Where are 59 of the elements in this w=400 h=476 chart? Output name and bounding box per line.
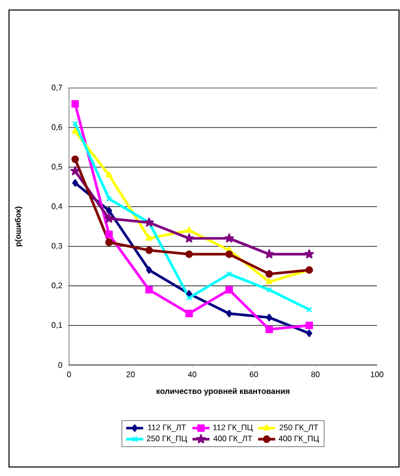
point [225,250,233,258]
point [70,166,80,176]
point [106,171,112,178]
point [72,179,78,187]
point [224,233,234,243]
legend-label: 400 ГК_ЛТ [213,436,252,443]
y-tick-label: 0,2 [52,282,62,290]
point [186,290,192,298]
x-tick-label: 40 [188,372,196,378]
point [72,128,79,134]
point [106,206,112,214]
y-tick-label: 0,7 [52,84,62,92]
x-tick-label: 60 [250,372,258,378]
point [106,196,112,202]
point [265,270,273,278]
y-tick-label: 0 [58,362,62,368]
point [266,278,273,284]
point [264,249,274,258]
point [104,214,114,223]
point [266,286,272,293]
legend-label: 400 ГК_ПЦ [278,436,319,443]
point [266,314,272,322]
point [186,226,192,233]
point [105,238,113,246]
x-tick-label: 0 [67,372,71,378]
point [226,271,232,277]
point [306,330,312,338]
point [186,294,192,301]
point [225,286,233,294]
y-axis-title: p(ошибок) [14,206,22,246]
y-tick-label: 0,5 [52,164,62,170]
legend-label: 112 ГК_ЛТ [148,424,186,432]
y-tick-label: 0,4 [52,203,62,210]
point [71,100,79,108]
legend-label: 250 ГК_ЛТ [280,424,318,432]
point [146,234,152,241]
legend-label: 112 ГК_ПЦ [213,424,253,432]
y-tick-label: 0,3 [52,242,62,250]
point [305,322,313,330]
point [72,120,78,126]
point [185,250,193,258]
y-tick-label: 0,1 [52,322,62,329]
x-tick-label: 100 [370,372,384,378]
legend-label: 250 ГК_ПЦ [146,436,188,443]
point [105,230,113,238]
y-tick-label: 0,6 [52,124,62,131]
point [71,155,79,163]
point [226,310,232,318]
point [265,326,273,334]
point [145,286,153,294]
x-tick-label: 20 [126,372,135,378]
point [304,249,314,258]
point [185,310,193,318]
point [146,266,152,274]
point [184,233,194,243]
point [306,306,312,312]
x-axis-title: количество уровней квантования [156,388,290,396]
x-tick-label: 80 [311,372,320,378]
point [145,246,153,254]
